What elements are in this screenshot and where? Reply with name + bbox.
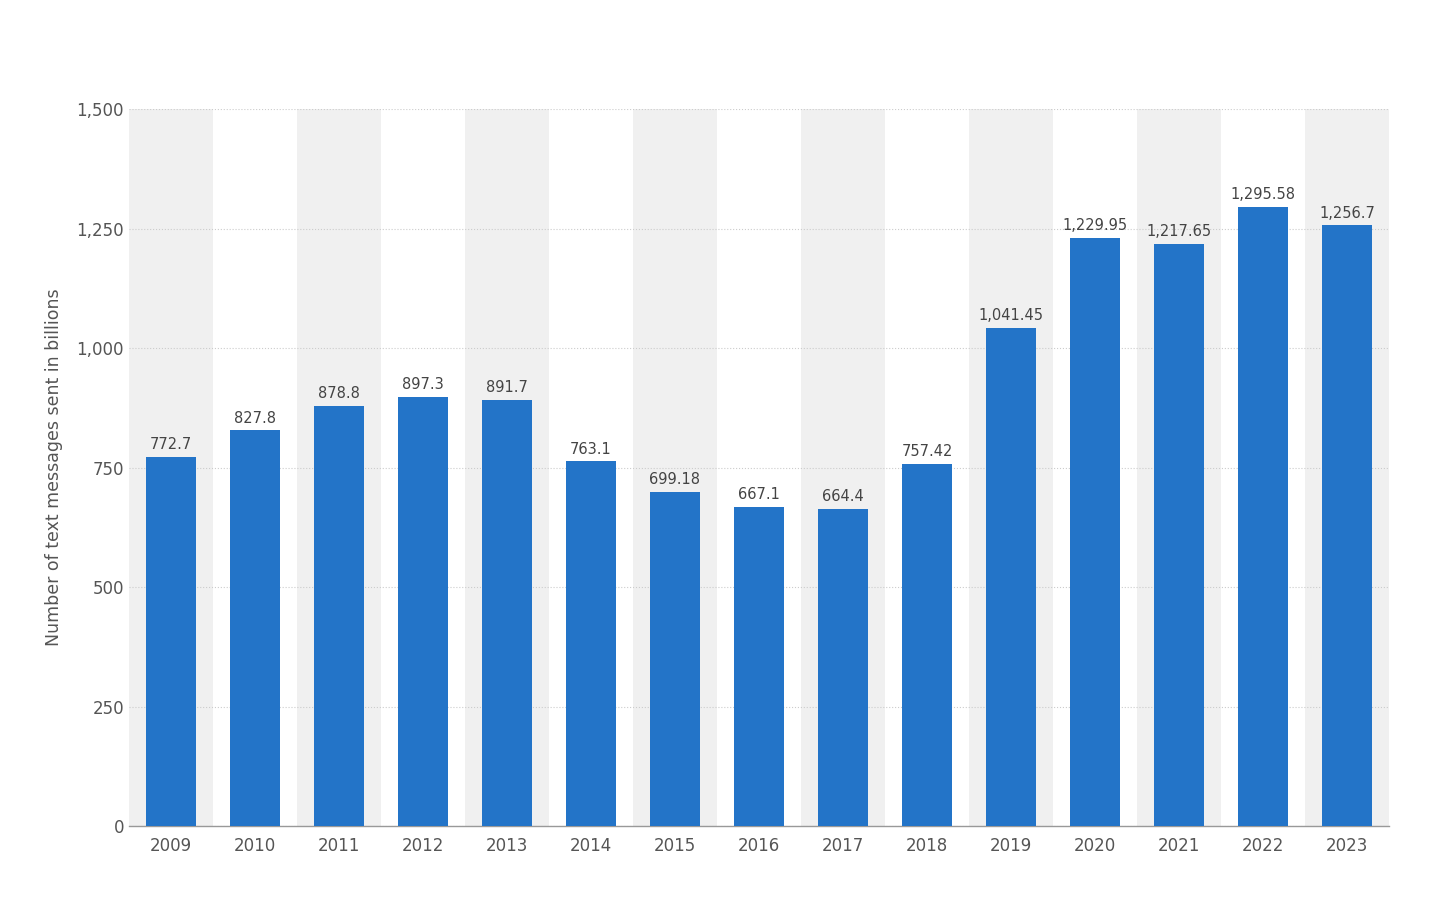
Bar [1305,109,1389,826]
Bar [465,109,548,826]
Bar [1237,207,1289,826]
Text: 664.4: 664.4 [822,489,863,504]
Text: 772.7: 772.7 [150,437,192,452]
Text: 763.1: 763.1 [570,441,611,457]
Text: 827.8: 827.8 [233,410,276,426]
Bar [969,109,1053,826]
Bar [314,406,364,826]
Bar [902,464,952,826]
Text: 699.18: 699.18 [650,472,700,487]
Text: 667.1: 667.1 [737,488,780,502]
Bar [1137,109,1221,826]
Bar [398,397,448,826]
Bar [800,109,885,826]
Bar [633,109,717,826]
Text: 1,295.58: 1,295.58 [1230,187,1296,202]
Bar [229,430,281,826]
Text: 878.8: 878.8 [318,386,359,401]
Bar [1322,225,1372,826]
Text: 1,256.7: 1,256.7 [1319,205,1375,221]
Bar [1070,238,1120,826]
Bar [129,109,213,826]
Bar [1154,244,1204,826]
Bar [296,109,381,826]
Y-axis label: Number of text messages sent in billions: Number of text messages sent in billions [44,289,63,646]
Text: 1,041.45: 1,041.45 [978,309,1044,323]
Text: 1,229.95: 1,229.95 [1063,218,1127,233]
Bar [481,400,533,826]
Bar [650,492,700,826]
Text: 757.42: 757.42 [901,444,952,459]
Bar [733,508,785,826]
Text: 1,217.65: 1,217.65 [1147,224,1211,239]
Text: 897.3: 897.3 [402,378,444,392]
Bar [985,329,1037,826]
Bar [566,461,616,826]
Text: 891.7: 891.7 [485,380,528,395]
Bar [146,457,196,826]
Bar [818,508,868,826]
